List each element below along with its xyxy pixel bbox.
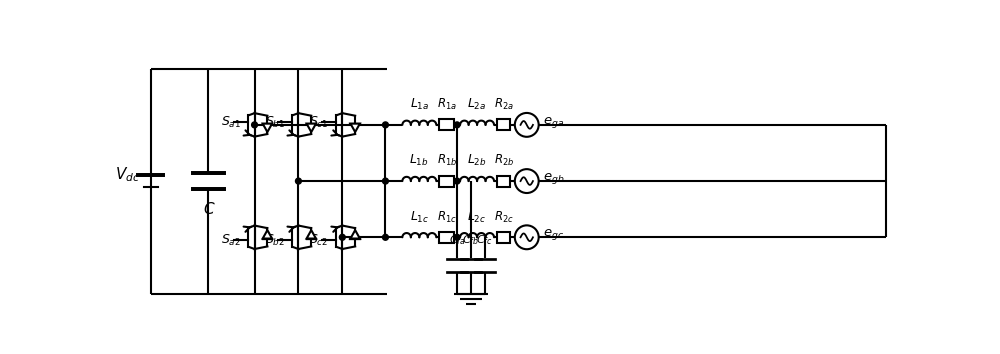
Circle shape: [454, 234, 460, 240]
Circle shape: [339, 234, 345, 240]
Text: $V_{dc}$: $V_{dc}$: [115, 165, 140, 183]
Text: $e_{gb}$: $e_{gb}$: [543, 171, 564, 186]
Text: $L_{1b}$: $L_{1b}$: [409, 153, 429, 169]
Text: $L_{1c}$: $L_{1c}$: [410, 210, 429, 224]
Text: $R_{2c}$: $R_{2c}$: [494, 210, 514, 224]
Bar: [439, 232, 454, 243]
Circle shape: [296, 178, 301, 184]
Text: $S_{a2}$: $S_{a2}$: [221, 233, 241, 248]
Text: $R_{2b}$: $R_{2b}$: [494, 153, 514, 169]
Bar: [497, 119, 510, 130]
Circle shape: [252, 122, 257, 128]
Text: $S_{b1}$: $S_{b1}$: [265, 115, 285, 130]
Polygon shape: [350, 124, 360, 132]
Circle shape: [383, 122, 388, 128]
Text: $R_{1a}$: $R_{1a}$: [437, 97, 457, 112]
Polygon shape: [307, 124, 316, 132]
Text: $S_{b2}$: $S_{b2}$: [265, 233, 285, 248]
Polygon shape: [263, 230, 272, 239]
Bar: [497, 232, 510, 243]
Circle shape: [454, 122, 460, 128]
Circle shape: [454, 178, 460, 184]
Text: $R_{1b}$: $R_{1b}$: [437, 153, 457, 169]
Text: $L_{1a}$: $L_{1a}$: [410, 97, 429, 112]
Text: $C_{fa}$: $C_{fa}$: [449, 233, 465, 247]
Polygon shape: [263, 124, 272, 132]
Text: $S_{a1}$: $S_{a1}$: [221, 115, 241, 130]
Text: $e_{gc}$: $e_{gc}$: [543, 228, 564, 242]
Text: $R_{1c}$: $R_{1c}$: [437, 210, 457, 224]
Polygon shape: [307, 230, 316, 239]
Bar: [439, 176, 454, 187]
Text: $C$: $C$: [203, 201, 215, 217]
Text: $e_{ga}$: $e_{ga}$: [543, 115, 564, 130]
Text: $C_{fb}$: $C_{fb}$: [462, 233, 479, 247]
Circle shape: [383, 178, 388, 184]
Text: $C_{fc}$: $C_{fc}$: [476, 233, 493, 247]
Circle shape: [383, 234, 388, 240]
Polygon shape: [350, 230, 360, 239]
Text: $L_{2a}$: $L_{2a}$: [467, 97, 487, 112]
Text: $S_{c1}$: $S_{c1}$: [309, 115, 329, 130]
Text: $R_{2a}$: $R_{2a}$: [494, 97, 514, 112]
Text: $S_{c2}$: $S_{c2}$: [309, 233, 329, 248]
Text: $L_{2c}$: $L_{2c}$: [467, 210, 487, 224]
Bar: [497, 176, 510, 187]
Bar: [439, 119, 454, 130]
Text: $L_{2b}$: $L_{2b}$: [467, 153, 487, 169]
